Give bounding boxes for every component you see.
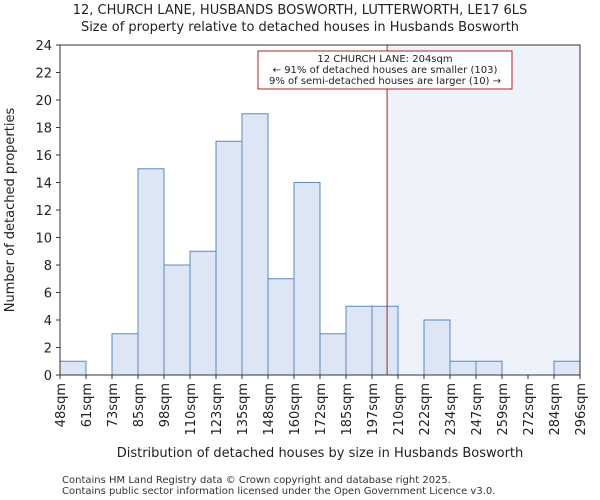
bar-48sqm — [59, 360, 87, 376]
y-tick-label-16: 16 — [35, 149, 52, 164]
x-tick-label-222sqm: 222sqm — [418, 383, 433, 436]
bar-85sqm — [137, 168, 165, 376]
bar-110sqm — [189, 250, 217, 376]
bar-222sqm — [423, 319, 451, 376]
x-tick-label-48sqm: 48sqm — [54, 383, 69, 427]
y-axis-label: Number of detached properties — [3, 108, 18, 313]
bar-185sqm — [345, 305, 373, 376]
bar-284sqm — [553, 360, 581, 376]
x-tick-label-135sqm: 135sqm — [236, 383, 251, 436]
x-tick-label-247sqm: 247sqm — [470, 383, 485, 436]
annotation-line-3: 9% of semi-detached houses are larger (1… — [269, 76, 501, 87]
bar-135sqm — [241, 113, 269, 376]
y-tick-label-10: 10 — [35, 232, 52, 247]
annotation-line-1: 12 CHURCH LANE: 204sqm — [317, 54, 452, 65]
y-tick-label-14: 14 — [35, 177, 52, 192]
x-tick-label-98sqm: 98sqm — [158, 383, 173, 427]
annotation-group: 12 CHURCH LANE: 204sqm ← 91% of detached… — [257, 50, 513, 90]
y-tick-label-2: 2 — [44, 342, 52, 357]
x-tick-label-61sqm: 61sqm — [80, 383, 95, 427]
x-tick-label-148sqm: 148sqm — [262, 383, 277, 436]
x-tick-label-284sqm: 284sqm — [548, 383, 563, 436]
y-tick-label-22: 22 — [35, 67, 52, 82]
bar-73sqm — [111, 333, 139, 376]
y-tick-label-4: 4 — [44, 314, 52, 329]
annotation-line-2: ← 91% of detached houses are smaller (10… — [273, 65, 498, 76]
y-tick-label-24: 24 — [35, 39, 52, 54]
x-axis: 48sqm 61sqm 73sqm 85sqm 98sqm 110sqm 123sqm 135… — [54, 375, 589, 436]
x-tick-label-259sqm: 259sqm — [496, 383, 511, 436]
y-tick-label-12: 12 — [35, 204, 52, 219]
footer-line-1: Contains HM Land Registry data © Crown c… — [62, 475, 451, 486]
y-tick-label-8: 8 — [44, 259, 52, 274]
x-tick-label-234sqm: 234sqm — [444, 383, 459, 436]
x-tick-label-160sqm: 160sqm — [288, 383, 303, 436]
bar-98sqm — [163, 264, 191, 376]
chart-title: 12, CHURCH LANE, HUSBANDS BOSWORTH, LUTT… — [73, 3, 528, 18]
bars-group — [59, 44, 581, 376]
x-tick-label-210sqm: 210sqm — [392, 383, 407, 436]
x-tick-label-73sqm: 73sqm — [106, 383, 121, 427]
x-tick-label-110sqm: 110sqm — [184, 383, 199, 436]
x-tick-label-272sqm: 272sqm — [522, 383, 537, 436]
y-tick-label-6: 6 — [44, 287, 52, 302]
x-tick-label-185sqm: 185sqm — [340, 383, 355, 436]
y-tick-label-20: 20 — [35, 94, 52, 109]
footer-line-2: Contains public sector information licen… — [62, 486, 495, 497]
y-tick-label-0: 0 — [44, 369, 52, 384]
plot-area — [387, 45, 580, 375]
bar-234sqm — [449, 360, 477, 376]
x-axis-label: Distribution of detached houses by size … — [117, 446, 524, 461]
larger-region-highlight — [387, 45, 580, 375]
y-tick-label-18: 18 — [35, 122, 52, 137]
x-tick-label-172sqm: 172sqm — [314, 383, 329, 436]
x-tick-label-85sqm: 85sqm — [132, 383, 147, 427]
x-tick-label-296sqm: 296sqm — [574, 383, 589, 436]
bar-160sqm — [293, 182, 321, 376]
bar-197sqm — [371, 305, 399, 376]
x-tick-label-197sqm: 197sqm — [366, 383, 381, 436]
chart-subtitle: Size of property relative to detached ho… — [81, 20, 519, 35]
bar-123sqm — [215, 140, 243, 376]
annotation-box — [257, 50, 513, 90]
x-tick-label-123sqm: 123sqm — [210, 383, 225, 436]
bar-148sqm — [267, 278, 295, 376]
bar-247sqm — [475, 360, 503, 376]
bar-172sqm — [319, 333, 347, 376]
